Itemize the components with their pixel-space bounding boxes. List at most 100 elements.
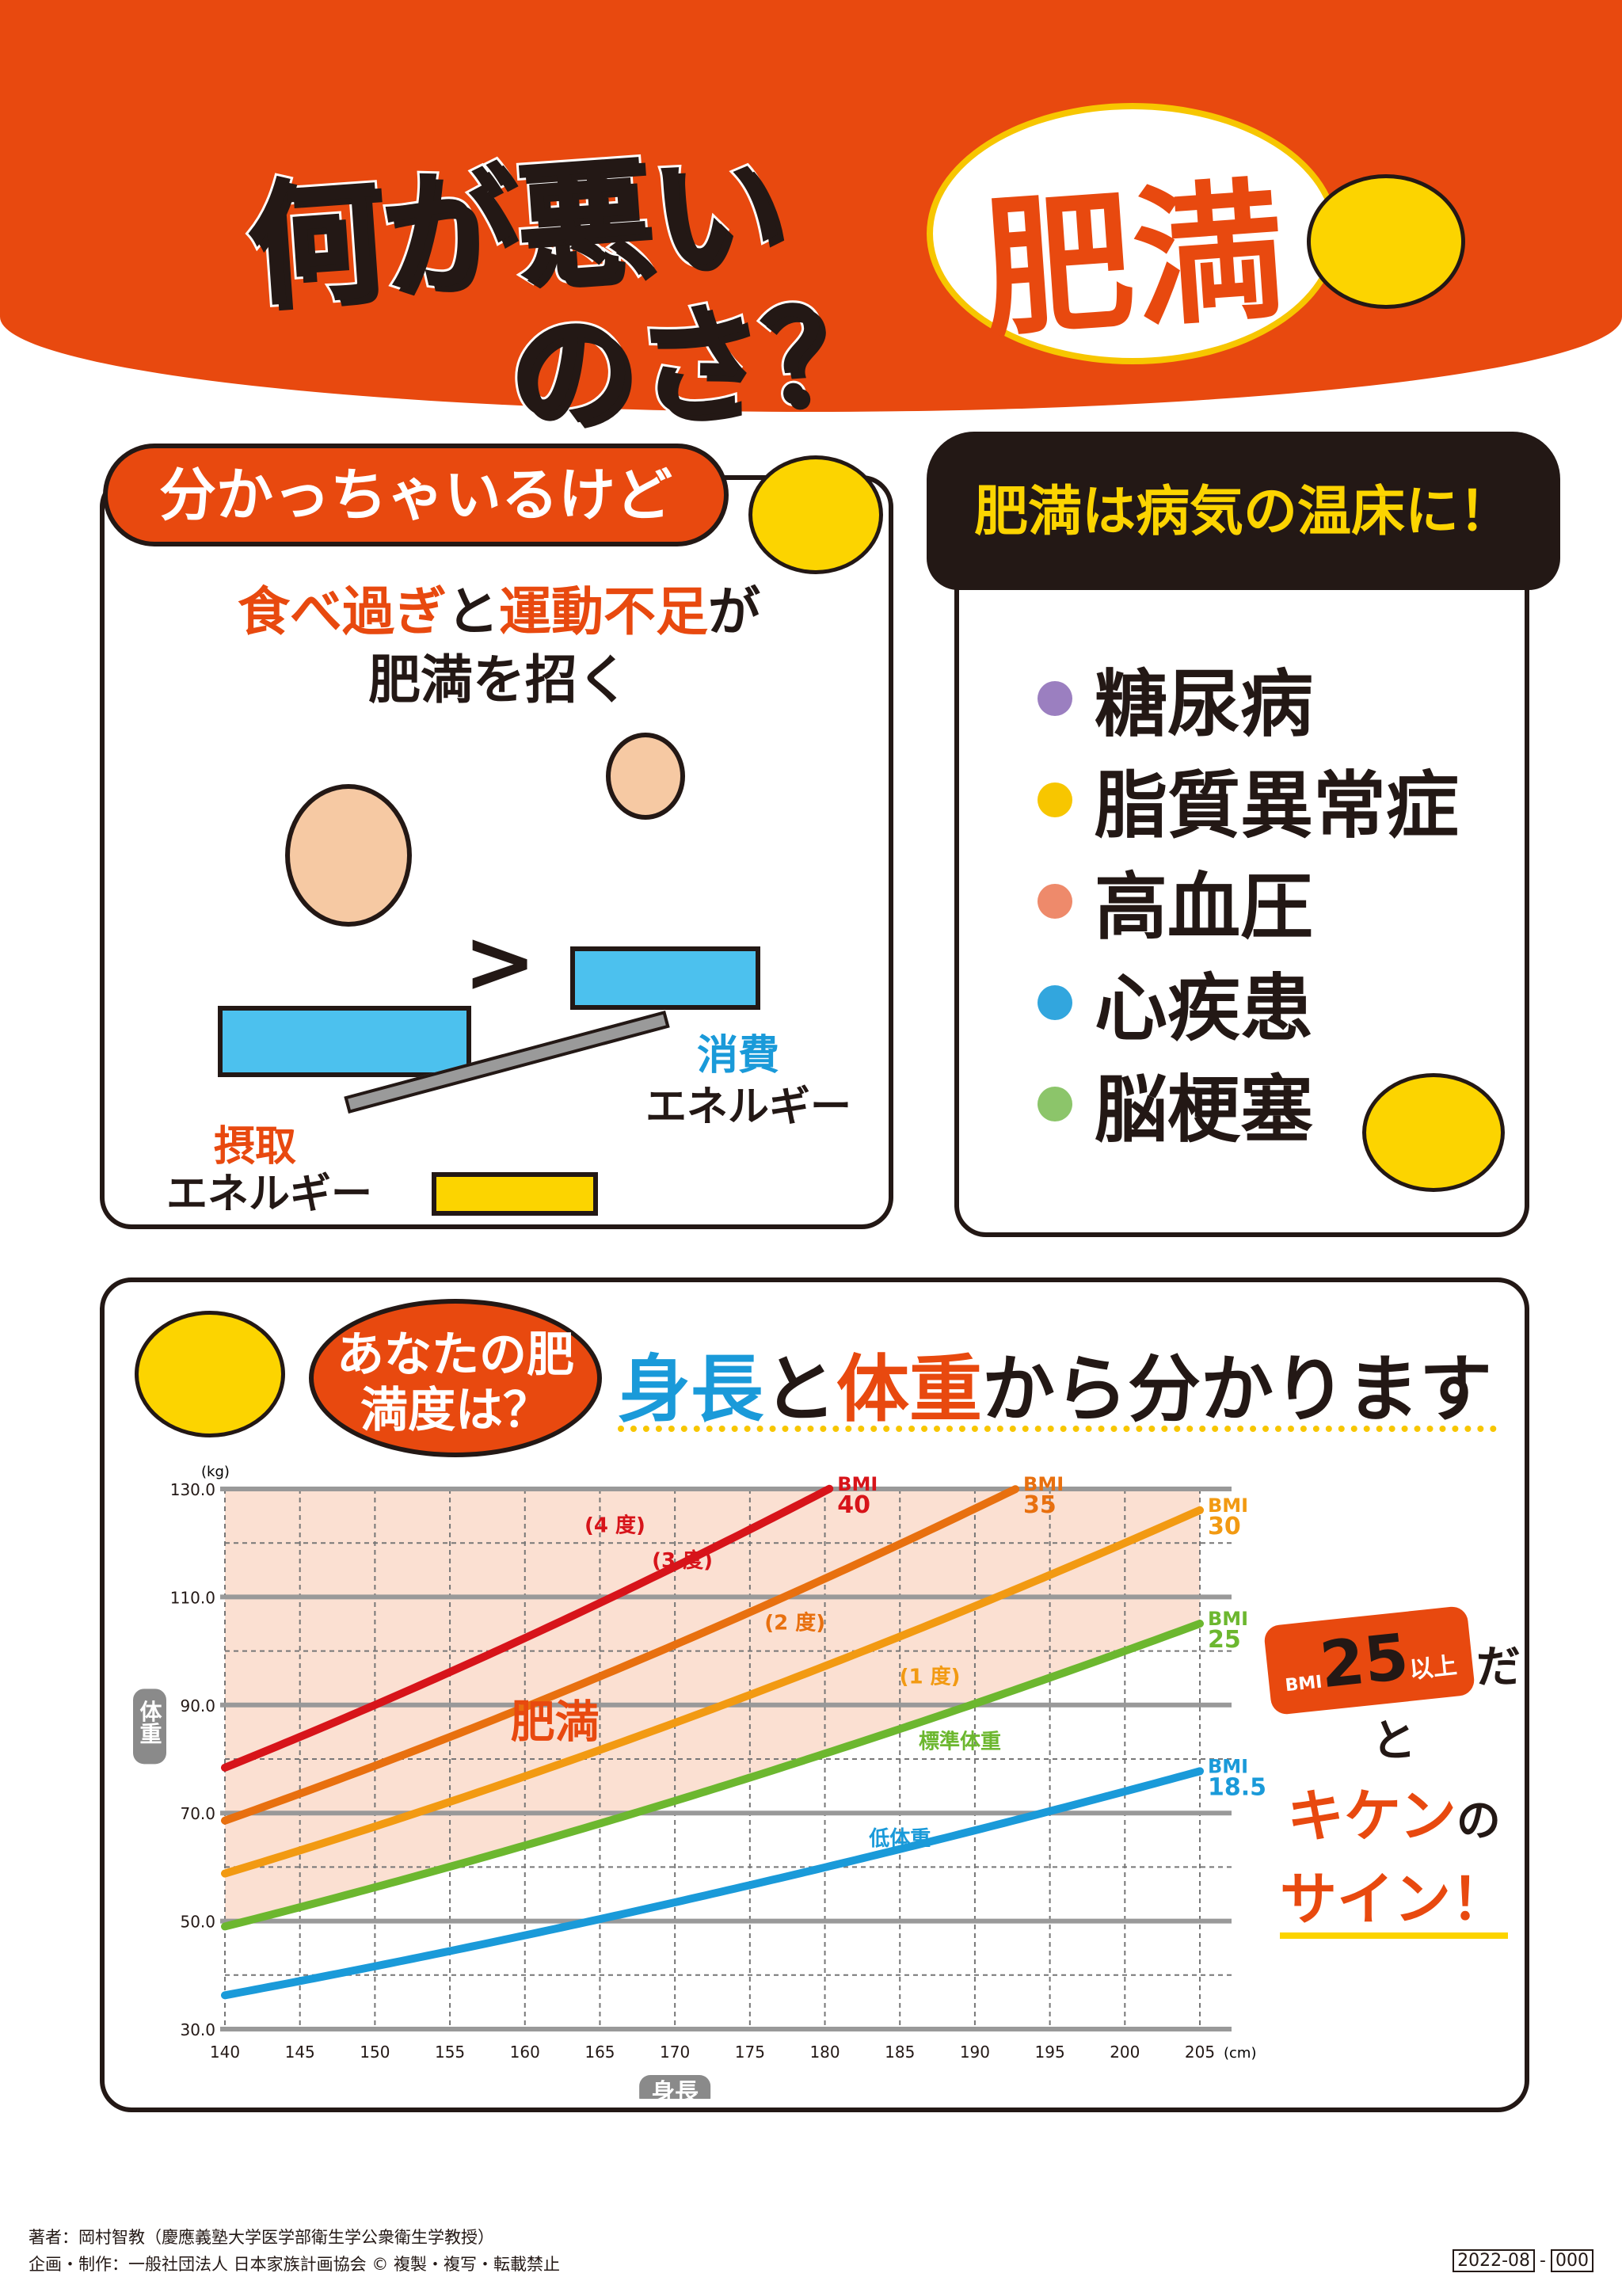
intake-tray xyxy=(218,1006,471,1077)
warning-callout: BMI25以上 だと キケンの サイン！ xyxy=(1262,1605,1521,1939)
warn-sign: サイン！ xyxy=(1279,1866,1508,1939)
y-label-pill xyxy=(133,1689,166,1765)
worried-face-icon xyxy=(748,455,883,574)
y-tick-label: 110.0 xyxy=(170,1588,215,1607)
series-label-bmi: BMI xyxy=(1208,1494,1248,1517)
bmi-line-30 xyxy=(221,1506,1204,1878)
bmi-title: 身長と体重から分かります xyxy=(618,1331,1492,1436)
chart-annotation: 低体重 xyxy=(868,1827,931,1851)
warn-num: 25 xyxy=(1316,1620,1412,1703)
x-label-pill xyxy=(639,2075,711,2099)
warn-kiken: キケン xyxy=(1287,1783,1456,1849)
lead-to: と xyxy=(447,581,499,642)
dark-drip-header xyxy=(927,432,1560,590)
x-tick-label: 190 xyxy=(960,2043,990,2062)
chart-annotation: 標準体重 xyxy=(919,1729,1001,1753)
disease-item: 脳梗塞 xyxy=(1038,1051,1313,1156)
scale-base xyxy=(432,1172,598,1216)
bullet-dot-icon xyxy=(1038,782,1072,817)
x-tick-label: 150 xyxy=(360,2043,390,2062)
left-panel xyxy=(100,475,893,1229)
shocked-face-icon xyxy=(135,1311,285,1437)
x-tick-label: 155 xyxy=(435,2043,465,2062)
bullet-dot-icon xyxy=(1038,1086,1072,1121)
x-tick-label: 180 xyxy=(809,2043,840,2062)
x-tick-label: 200 xyxy=(1110,2043,1140,2062)
x-tick-label: 160 xyxy=(510,2043,540,2062)
title-underline xyxy=(618,1426,1497,1432)
speech-bubble: 分かっちゃいるけど xyxy=(103,444,729,546)
title-height: 身長 xyxy=(618,1347,764,1432)
doc-code: 2022-08-000 xyxy=(1453,2249,1593,2272)
series-label-bmi: BMI xyxy=(1208,1608,1248,1630)
lead-line2: 肥満を招く xyxy=(368,649,630,710)
disease-label: 高血圧 xyxy=(1095,865,1314,950)
series-label-value: 35 xyxy=(1023,1491,1057,1519)
chart-annotation: (4 度) xyxy=(584,1514,645,1538)
x-tick-label: 165 xyxy=(584,2043,615,2062)
bullet-dot-icon xyxy=(1038,680,1072,716)
warn-no: の xyxy=(1456,1795,1501,1847)
chart-annotation: 肥満 xyxy=(511,1697,600,1749)
disease-label: 心疾患 xyxy=(1095,966,1314,1051)
x-tick-label: 170 xyxy=(660,2043,690,2062)
series-label-bmi: BMI xyxy=(837,1473,878,1495)
lead-text: 食べ過ぎと運動不足が 肥満を招く xyxy=(158,578,840,714)
warning-burst: BMI25以上 xyxy=(1262,1605,1476,1716)
y-tick-label: 50.0 xyxy=(180,1913,215,1932)
badge-cloud xyxy=(927,103,1338,364)
disease-label: 糖尿病 xyxy=(1095,662,1314,747)
title-weight: 体重 xyxy=(836,1347,983,1432)
series-label-value: 18.5 xyxy=(1208,1773,1266,1801)
compare-symbol: > xyxy=(463,911,537,1012)
title-rest: から分かります xyxy=(982,1347,1493,1432)
disease-item: 糖尿病 xyxy=(1038,645,1313,751)
risk-heading: 肥満は病気の温床に！ xyxy=(973,481,1513,543)
chart-annotation: (3 度) xyxy=(652,1548,713,1573)
x-axis-label: 身長 xyxy=(651,2079,699,2099)
x-tick-label: 175 xyxy=(735,2043,765,2062)
crying-face-icon xyxy=(1362,1073,1505,1192)
disease-label: 脳梗塞 xyxy=(1095,1068,1314,1152)
y-tick-label: 130.0 xyxy=(170,1480,215,1499)
warn-dato: だと xyxy=(1372,1642,1521,1767)
cycling-person-illustration xyxy=(606,733,685,820)
bullet-dot-icon xyxy=(1038,984,1072,1020)
bullet-dot-icon xyxy=(1038,883,1072,919)
intake-label: 摂取 xyxy=(214,1123,297,1171)
badge-text: 肥満 xyxy=(977,162,1290,359)
x-tick-label: 140 xyxy=(210,2043,240,2062)
disease-label: 脂質異常症 xyxy=(1095,763,1460,848)
series-label-value: 25 xyxy=(1208,1626,1241,1654)
footer-publisher: 企画・制作：一般社団法人 日本家族計画協会 © 複製・複写・転載禁止 xyxy=(29,2255,561,2274)
series-label-bmi: BMI xyxy=(1208,1755,1248,1777)
disease-item: 心疾患 xyxy=(1038,950,1313,1055)
lead-exercise: 運動不足 xyxy=(499,581,708,642)
warn-ijou: 以上 xyxy=(1408,1651,1459,1685)
x-tick-label: 185 xyxy=(885,2043,915,2062)
title-to: と xyxy=(763,1347,837,1432)
intake-energy-label: エネルギー xyxy=(166,1171,373,1218)
bmi-line-25 xyxy=(221,1620,1204,1931)
y-tick-label: 30.0 xyxy=(180,2020,215,2039)
code-date: 2022-08 xyxy=(1453,2249,1536,2272)
lead-overeating: 食べ過ぎ xyxy=(238,581,447,642)
warn-bmi: BMI xyxy=(1284,1672,1323,1696)
bmi-line-35 xyxy=(221,1485,1020,1825)
footer: 著者：岡村智教（慶應義塾大学医学部衛生学公衆衛生学教授） 企画・制作：一般社団法… xyxy=(29,2224,560,2278)
footer-author: 著者：岡村智教（慶應義塾大学医学部衛生学公衆衛生学教授） xyxy=(29,2228,494,2247)
y-unit: (kg) xyxy=(201,1465,230,1480)
x-unit: (cm) xyxy=(1224,2045,1256,2062)
bmi-line-18.5 xyxy=(221,1767,1204,2000)
series-label-bmi: BMI xyxy=(1023,1473,1064,1495)
bmi-line-40 xyxy=(221,1484,834,1772)
consume-label: 消費 xyxy=(697,1032,780,1079)
angry-face-icon xyxy=(1307,174,1465,309)
consume-energy-label: エネルギー xyxy=(645,1083,852,1131)
code-number: 000 xyxy=(1551,2249,1593,2272)
x-tick-label: 195 xyxy=(1035,2043,1065,2062)
chart-annotation: (2 度) xyxy=(764,1610,825,1635)
y-tick-label: 90.0 xyxy=(180,1696,215,1715)
y-axis-label: 体重 xyxy=(137,1700,163,1744)
x-tick-label: 205 xyxy=(1185,2043,1215,2062)
